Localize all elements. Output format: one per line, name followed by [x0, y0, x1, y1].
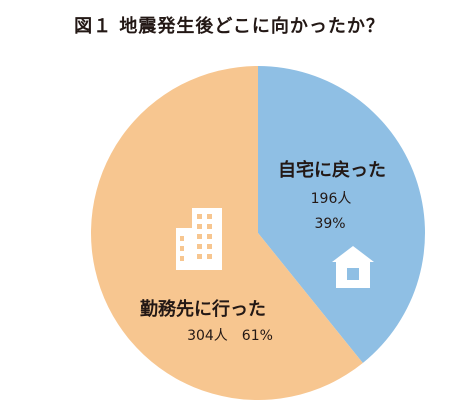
home-slice-percent: 39% — [314, 216, 345, 232]
chart-title: 図１ 地震発生後どこに向かったか？ — [74, 16, 385, 37]
home-slice-label: 自宅に戻った — [278, 159, 386, 181]
office-building-icon — [176, 208, 222, 270]
pie-slice-home — [258, 66, 426, 364]
work-slice-label: 勤務先に行った — [140, 298, 266, 320]
work-slice-count-percent: 304人 61% — [187, 328, 273, 344]
house-icon — [332, 246, 374, 288]
pie-slice-work — [91, 66, 363, 400]
pie-slices — [91, 66, 426, 400]
home-slice-count: 196人 — [311, 191, 352, 207]
